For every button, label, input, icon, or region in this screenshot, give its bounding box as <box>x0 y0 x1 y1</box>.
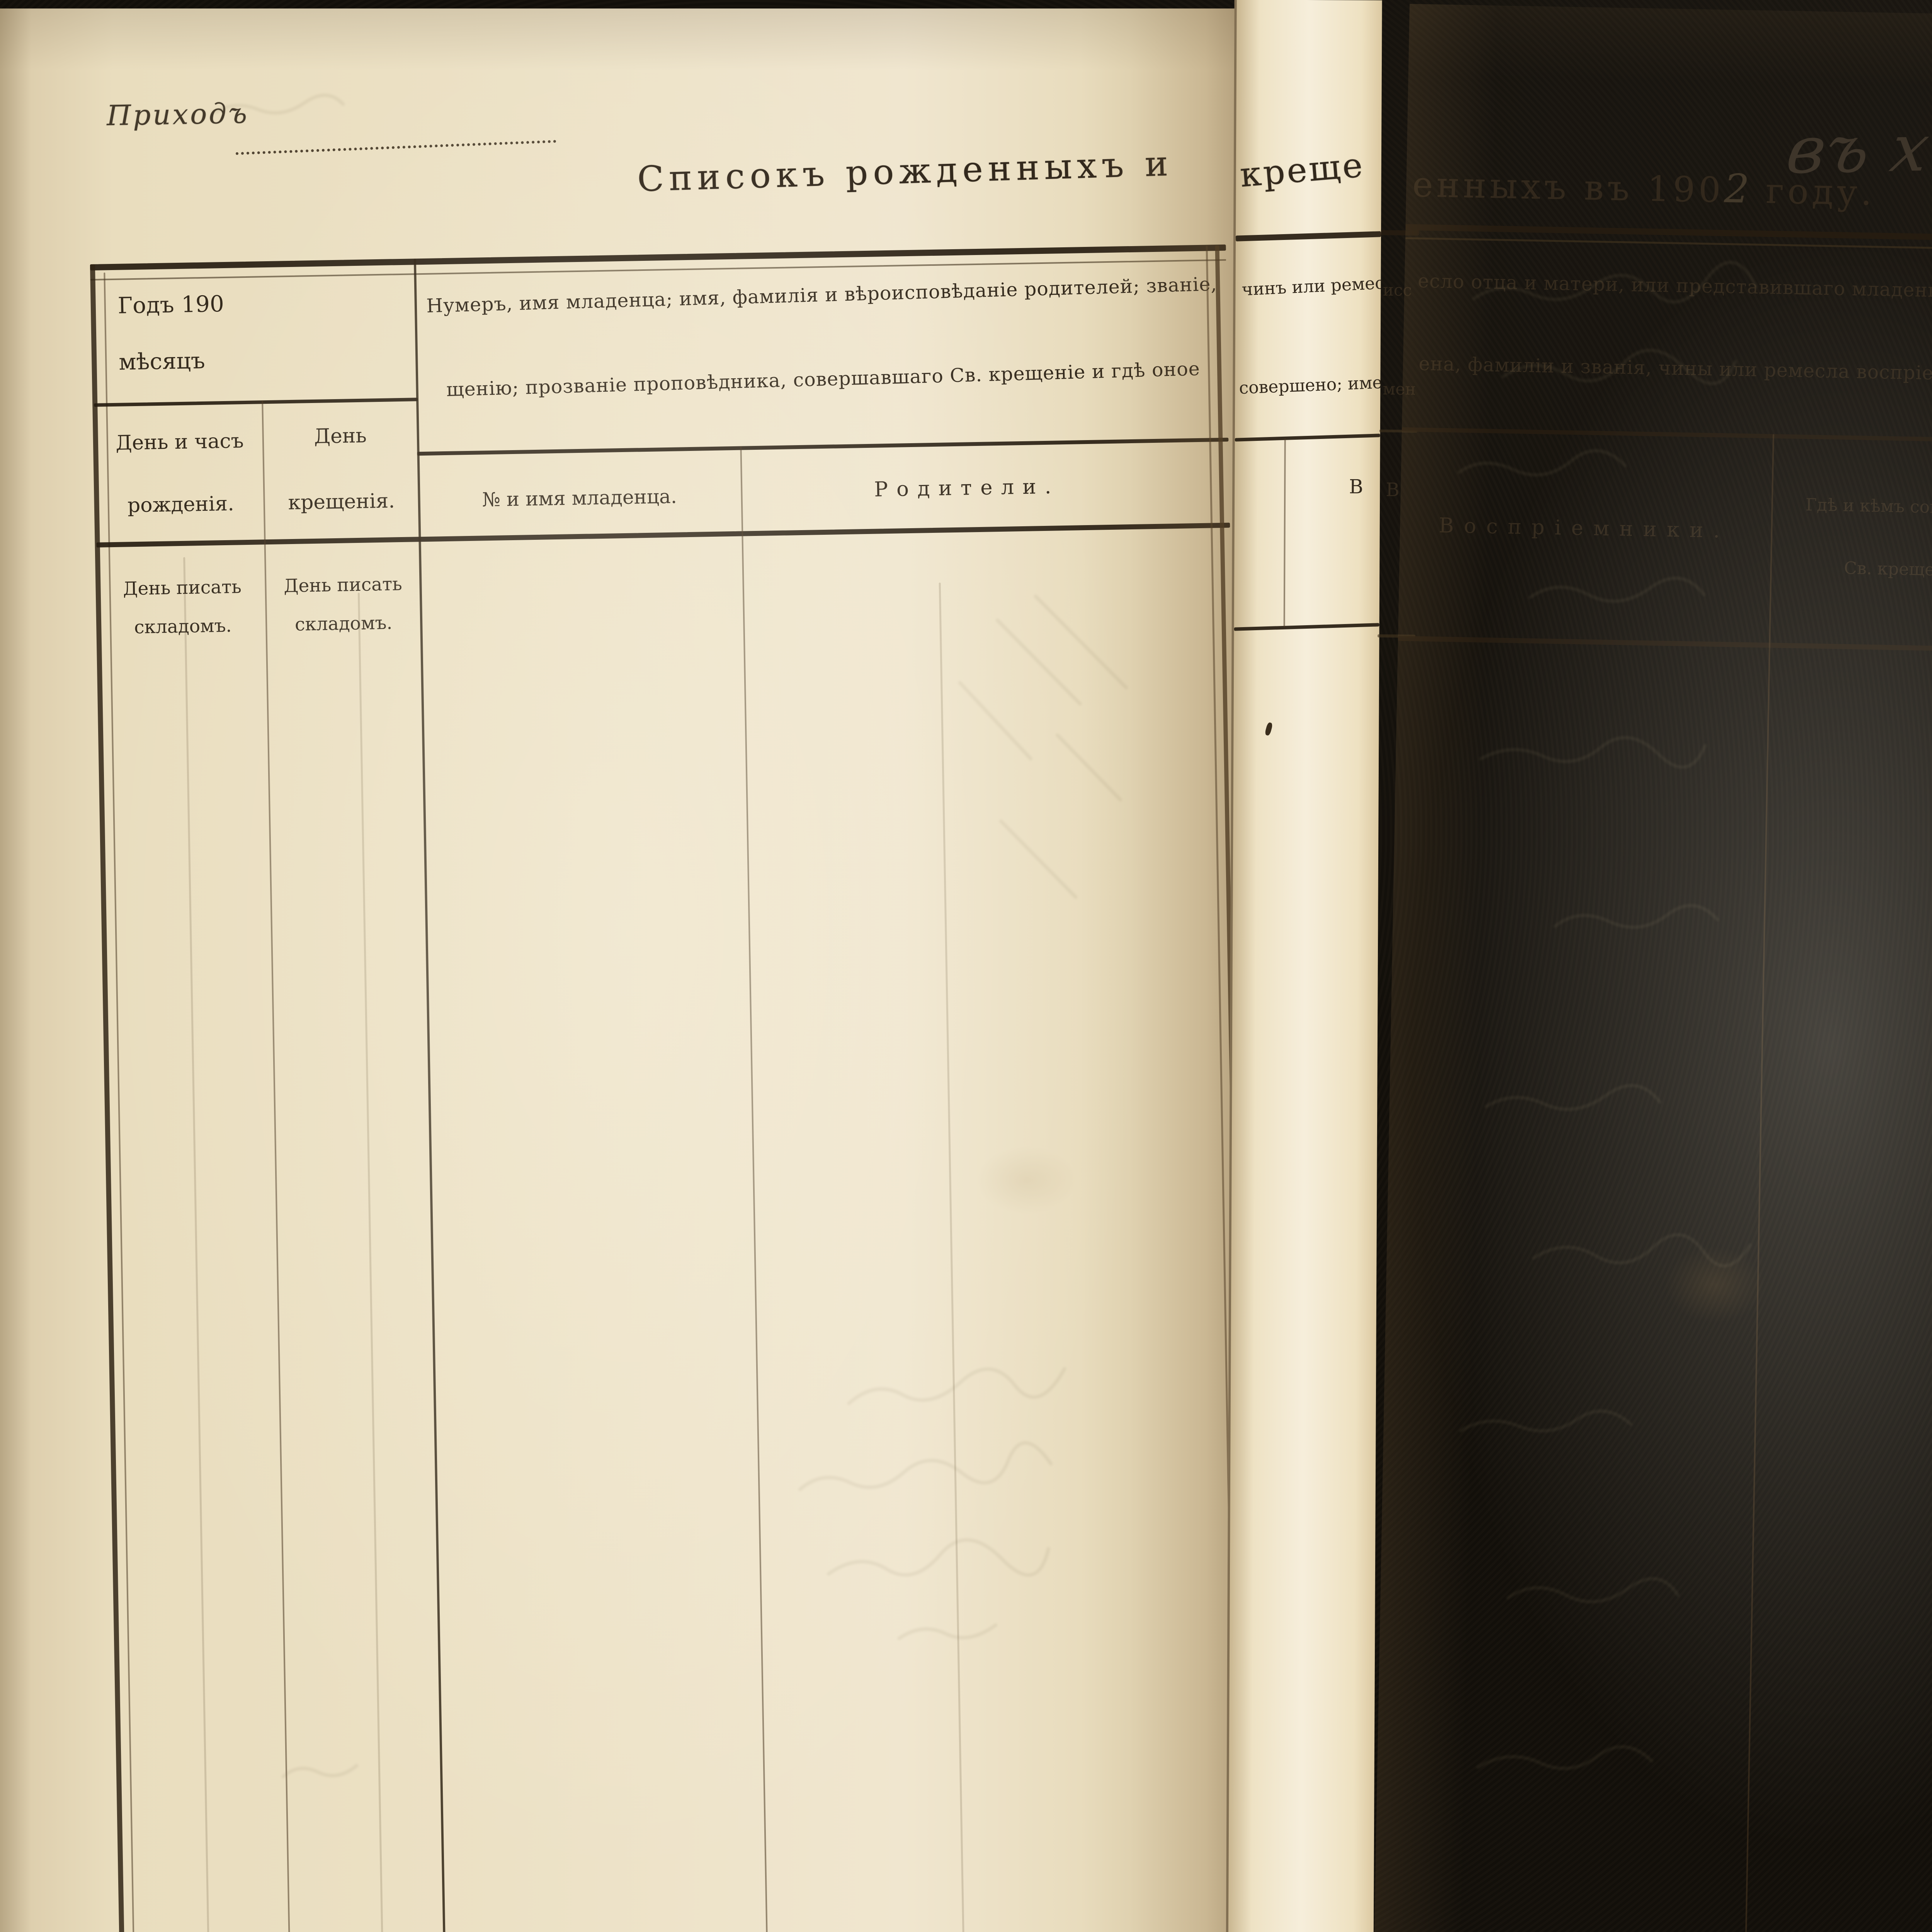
number-name-header: № и имя младенца. <box>482 485 677 511</box>
main-header-line1: Нумеръ, имя младенца; имя, фамилія и вѣр… <box>426 273 1218 317</box>
table-top-border-right <box>1405 224 1932 248</box>
left-page-content: Приходъ Списокъ рожденныхъ и Годъ 190 мѣ… <box>0 9 1256 1932</box>
main-header-right-line2: ена, фамиліи и званія, чины или ремесла … <box>1418 352 1932 386</box>
year-box-bottom-line <box>94 398 418 407</box>
birth-col-line1: День и часъ <box>115 429 244 455</box>
table-top-border-right-inner <box>1405 237 1932 257</box>
where-header-line1: Гдѣ и кѣмъ совершено <box>1805 495 1932 519</box>
parish-label: Приходъ <box>106 97 249 132</box>
fold-border-fragment <box>1235 231 1381 242</box>
edge-fragment3: В <box>1386 479 1400 501</box>
title-fold-fragment: креще <box>1238 145 1366 195</box>
note-birth-line1: День писать <box>122 576 242 600</box>
ink-speck <box>1264 722 1273 736</box>
title-left: Списокъ рожденныхъ и <box>636 143 1174 200</box>
header-band-bottom-line <box>96 522 1230 548</box>
fold-line-fragment <box>1234 623 1379 631</box>
godparents-header: Воспріемники. <box>1439 514 1730 543</box>
title-right-text: енныхъ въ 190 <box>1412 164 1725 211</box>
birth-col-line2: рожденія. <box>127 492 235 517</box>
where-header-line2: Св. крещеніе. <box>1844 558 1932 580</box>
parents-header: Родители. <box>874 474 1060 502</box>
ghost-column-line <box>183 557 211 1932</box>
paper-stain <box>976 1144 1078 1216</box>
fold-header-fragment3: В <box>1349 475 1364 498</box>
year-box-line1: Годъ 190 <box>117 290 224 319</box>
ghost-column-line <box>939 582 965 1932</box>
fold-strip: креще чинъ или ремес совершено; име В <box>1225 0 1382 1932</box>
main-header-right-line1: есло отца и матери, или представившаго м… <box>1417 270 1932 303</box>
godparents-row-top-line <box>1401 427 1932 444</box>
fold-header-fragment2: совершено; име <box>1238 372 1382 398</box>
note-baptism-line2: складомъ. <box>294 612 393 635</box>
year-box-line2: мѣсяцъ <box>118 347 206 375</box>
baptism-col-line1: День <box>314 424 367 448</box>
fold-line-fragment <box>1235 434 1380 442</box>
note-birth-line2: складомъ. <box>134 615 232 638</box>
paper-stain <box>1663 1245 1766 1325</box>
title-location-handwritten: въ х. Маріевке <box>1781 104 1932 189</box>
baptism-col-line2: крещенія. <box>288 489 395 515</box>
fold-column-fragment <box>1283 438 1286 627</box>
main-header-line2: щенію; прозваніе проповѣдника, совершавш… <box>446 357 1201 401</box>
parish-blank-line <box>235 140 556 155</box>
header-band-bottom-line-right <box>1398 636 1932 659</box>
column-line <box>740 446 769 1932</box>
note-baptism-line1: День писать <box>283 573 403 597</box>
main-header-bottom-line <box>417 437 1229 456</box>
left-page: Приходъ Списокъ рожденныхъ и Годъ 190 мѣ… <box>0 9 1256 1932</box>
fold-header-fragment1: чинъ или ремес <box>1241 273 1382 300</box>
ghost-column-line <box>357 592 384 1932</box>
table-top-border <box>90 244 1226 270</box>
column-line <box>1744 434 1774 1932</box>
title-year-digit-handwritten: 2 <box>1724 166 1753 213</box>
